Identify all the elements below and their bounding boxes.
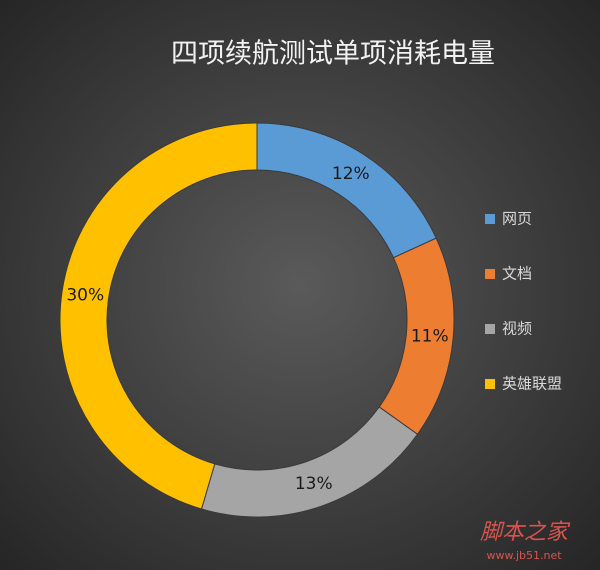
legend-swatch	[485, 379, 495, 389]
watermark-url: www.jb51.net	[486, 549, 562, 562]
legend-label: 文档	[502, 265, 532, 283]
data-label: 13%	[295, 474, 333, 494]
data-label: 30%	[66, 285, 104, 305]
legend-swatch	[485, 324, 495, 334]
legend-swatch	[485, 269, 495, 279]
slice	[59, 122, 258, 510]
chart-title: 四项续航测试单项消耗电量	[171, 39, 495, 70]
legend-label: 英雄联盟	[502, 375, 562, 393]
data-label: 12%	[332, 164, 370, 184]
legend-swatch	[485, 214, 495, 224]
watermark: 脚本之家	[480, 520, 571, 545]
legend-label: 视频	[502, 320, 532, 338]
data-label: 11%	[411, 326, 449, 346]
legend-label: 网页	[502, 210, 532, 228]
